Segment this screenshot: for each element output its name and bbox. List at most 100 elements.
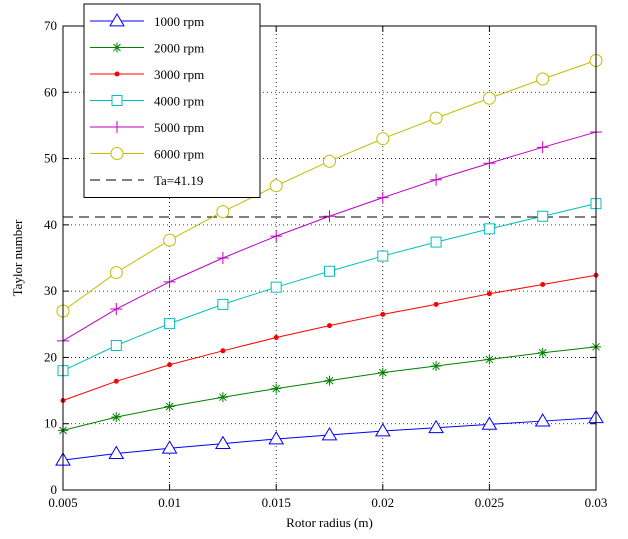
data-point	[270, 281, 282, 293]
series-line	[62, 203, 597, 372]
data-point	[537, 347, 548, 358]
series-line	[62, 346, 597, 431]
data-point	[374, 423, 391, 437]
data-point	[217, 298, 229, 310]
data-point	[327, 323, 332, 329]
legend-marker	[109, 13, 125, 27]
data-point	[534, 413, 551, 427]
series-6	[56, 53, 603, 318]
data-point	[161, 440, 178, 454]
x-tick-label: 0.015	[262, 495, 291, 510]
data-point	[109, 266, 123, 280]
data-point	[215, 435, 231, 449]
data-point	[110, 303, 123, 316]
x-tick-label: 0.005	[48, 495, 77, 510]
data-point	[323, 154, 336, 168]
legend-marker	[112, 42, 122, 53]
data-point	[113, 378, 119, 384]
y-tick-label: 60	[44, 84, 57, 99]
data-point	[376, 132, 390, 146]
series-group	[55, 53, 604, 466]
data-point	[428, 419, 444, 434]
x-tick-label: 0.03	[585, 495, 608, 510]
data-point	[376, 191, 389, 204]
legend-label: 2000 rpm	[154, 41, 204, 56]
data-point	[270, 230, 283, 243]
legend-marker	[110, 147, 124, 160]
data-point	[111, 412, 122, 423]
y-tick-label: 70	[44, 18, 57, 33]
data-point	[377, 367, 388, 378]
data-point	[536, 141, 549, 154]
y-tick-label: 10	[44, 416, 57, 431]
data-point	[220, 348, 226, 354]
data-point	[430, 173, 443, 186]
data-point	[164, 401, 175, 412]
legend-label: 5000 rpm	[154, 120, 204, 135]
y-tick-label: 0	[51, 482, 58, 497]
legend-item: 1000 rpm	[90, 13, 204, 29]
data-point	[431, 361, 442, 372]
y-tick-label: 40	[44, 217, 57, 232]
data-point	[269, 179, 283, 193]
axis-ticks	[62, 25, 597, 491]
x-tick-label: 0.02	[371, 495, 394, 510]
data-point	[540, 282, 546, 288]
legend-item: 2000 rpm	[90, 41, 204, 56]
legend-label: 4000 rpm	[154, 94, 204, 109]
legend-marker	[114, 71, 120, 77]
data-point	[433, 301, 439, 307]
data-point	[483, 223, 495, 235]
data-point	[216, 205, 230, 219]
data-point	[110, 339, 122, 351]
data-point	[481, 416, 498, 430]
data-point	[167, 362, 173, 368]
data-point	[217, 392, 228, 403]
x-tick-label: 0.01	[158, 495, 181, 510]
legend-label: Ta=41.19	[154, 173, 203, 188]
legend-item: 3000 rpm	[90, 67, 204, 82]
data-point	[377, 250, 389, 262]
data-point	[430, 236, 442, 248]
data-point	[324, 265, 335, 277]
legend-label: 6000 rpm	[154, 147, 204, 162]
y-tick-label: 50	[44, 151, 57, 166]
data-point	[216, 252, 229, 264]
data-point	[271, 383, 282, 394]
x-tick-label: 0.025	[475, 495, 504, 510]
data-point	[273, 335, 279, 341]
data-point	[537, 210, 549, 222]
data-point	[164, 318, 176, 330]
data-point	[163, 233, 177, 247]
plot-frame	[62, 25, 597, 491]
legend-item: 4000 rpm	[90, 94, 204, 109]
data-point	[323, 210, 336, 223]
data-point	[324, 375, 335, 386]
series-1	[55, 409, 604, 466]
data-point	[268, 430, 285, 445]
legend-item-reference: Ta=41.19	[90, 173, 203, 188]
axis-tick-labels: 0.005 0.01 0.015 0.02 0.025 0.03 0 10 20 30 40 50 60…	[44, 18, 607, 510]
y-tick-label: 20	[44, 349, 57, 364]
x-axis-label: Rotor radius (m)	[286, 515, 373, 530]
legend-label: 3000 rpm	[154, 67, 204, 82]
data-point	[380, 311, 386, 317]
data-point	[483, 157, 496, 170]
data-point	[482, 91, 496, 105]
data-point	[484, 354, 495, 365]
data-point	[486, 291, 492, 297]
data-point	[321, 426, 338, 441]
legend-marker	[111, 95, 123, 106]
y-tick-label: 30	[44, 283, 57, 298]
data-point	[163, 275, 176, 288]
data-point	[108, 445, 125, 459]
legend-item: 6000 rpm	[90, 147, 204, 162]
data-point	[536, 72, 550, 86]
y-axis-label: Taylor number	[10, 219, 25, 296]
series-3	[60, 272, 599, 404]
legend-item: 5000 rpm	[90, 120, 204, 135]
legend: 1000 rpm 2000 rpm 3000 rpm 4000 rpm 5000 rpm…	[83, 3, 261, 198]
series-2	[58, 341, 601, 436]
data-point	[429, 111, 443, 125]
